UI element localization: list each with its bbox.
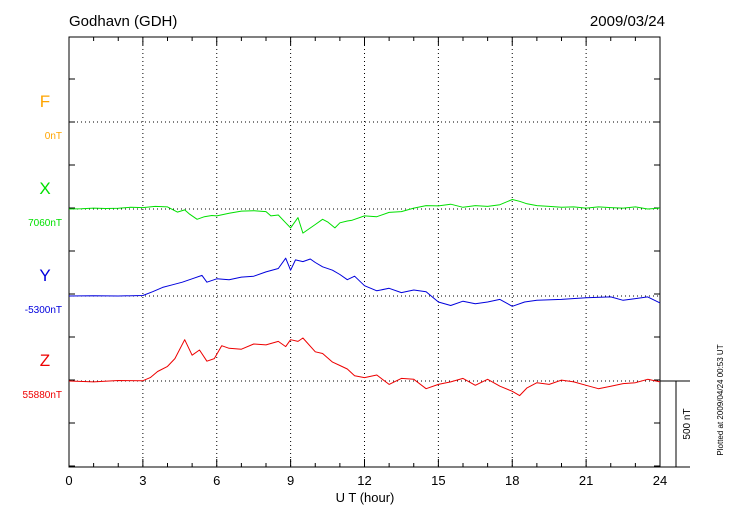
text-layer: Godhavn (GDH) 2009/03/24 U T (hour) 500 … [23, 13, 725, 505]
series-name-y: Y [39, 266, 50, 285]
series-name-f: F [40, 92, 50, 111]
series-line-x [68, 199, 661, 234]
series-baseline-z: 55880nT [23, 390, 62, 401]
series-name-z: Z [40, 351, 50, 370]
x-axis-label: U T (hour) [336, 490, 395, 505]
x-tick-label: 9 [287, 473, 294, 488]
series-name-x: X [39, 179, 50, 198]
scale-bar-label: 500 nT [682, 408, 693, 439]
x-tick-label: 15 [431, 473, 445, 488]
series-baseline-x: 7060nT [28, 218, 62, 229]
station-title: Godhavn (GDH) [69, 13, 177, 30]
series-baseline-y: -5300nT [25, 305, 62, 316]
date-label: 2009/03/24 [590, 13, 665, 30]
plot-frame-layer [68, 36, 690, 468]
x-tick-label: 6 [213, 473, 220, 488]
x-tick-label: 24 [653, 473, 667, 488]
series-baseline-f: 0nT [45, 131, 62, 142]
series-line-z [68, 337, 661, 397]
grid-layer [69, 37, 660, 467]
plotted-at-note: Plotted at 2009/04/24 00:53 UT [716, 344, 725, 455]
series-layer [68, 199, 661, 397]
x-tick-label: 21 [579, 473, 593, 488]
x-tick-label: 18 [505, 473, 519, 488]
x-tick-label: 0 [65, 473, 72, 488]
x-tick-label: 3 [139, 473, 146, 488]
series-line-y [68, 257, 661, 307]
x-tick-label: 12 [357, 473, 371, 488]
